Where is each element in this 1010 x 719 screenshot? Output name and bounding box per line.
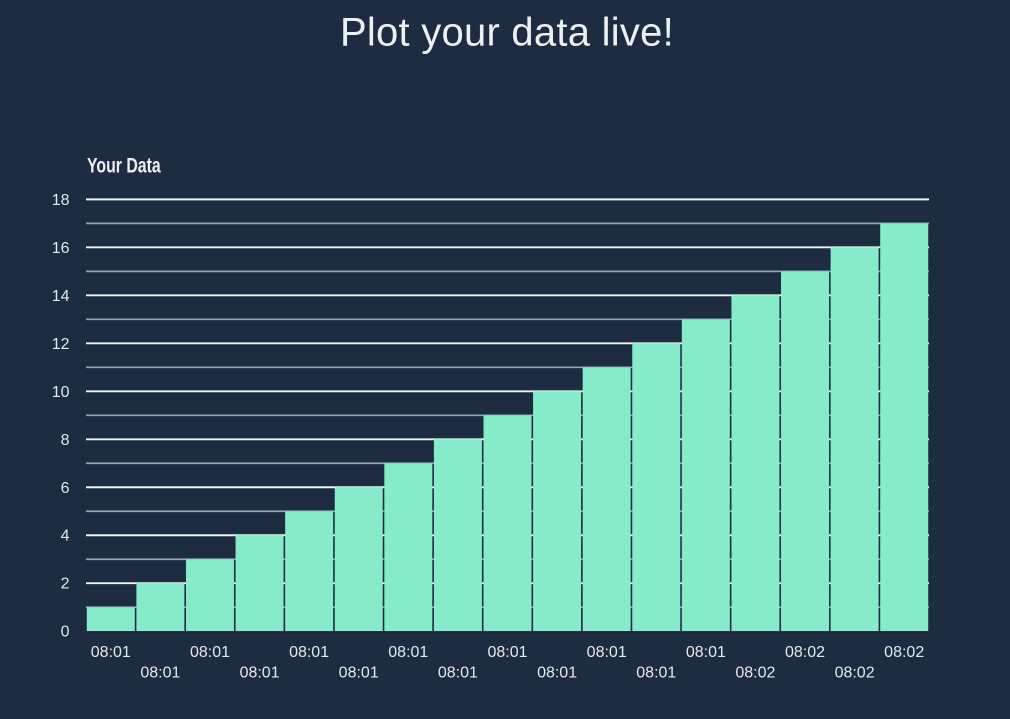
- svg-text:08:01: 08:01: [487, 644, 527, 661]
- svg-text:Plot your data live!: Plot your data live!: [340, 11, 674, 55]
- svg-text:12: 12: [52, 336, 70, 353]
- svg-text:0: 0: [61, 624, 70, 641]
- svg-text:08:01: 08:01: [91, 644, 131, 661]
- svg-text:08:02: 08:02: [735, 665, 775, 682]
- svg-text:08:01: 08:01: [240, 665, 280, 682]
- svg-text:08:01: 08:01: [537, 665, 577, 682]
- svg-text:10: 10: [52, 384, 70, 401]
- svg-text:08:01: 08:01: [140, 665, 180, 682]
- svg-text:14: 14: [52, 288, 70, 305]
- svg-text:4: 4: [61, 528, 70, 545]
- svg-text:08:01: 08:01: [636, 665, 676, 682]
- svg-text:08:01: 08:01: [388, 644, 428, 661]
- svg-text:18: 18: [52, 192, 70, 209]
- svg-text:08:02: 08:02: [884, 644, 924, 661]
- svg-text:08:01: 08:01: [190, 644, 230, 661]
- svg-text:16: 16: [52, 240, 70, 257]
- svg-text:08:01: 08:01: [339, 665, 379, 682]
- svg-text:8: 8: [61, 432, 70, 449]
- svg-text:Your Data: Your Data: [87, 153, 161, 177]
- svg-text:6: 6: [61, 480, 70, 497]
- svg-text:08:02: 08:02: [835, 665, 875, 682]
- svg-text:2: 2: [61, 576, 70, 593]
- svg-text:08:02: 08:02: [785, 644, 825, 661]
- svg-text:08:01: 08:01: [587, 644, 627, 661]
- svg-text:08:01: 08:01: [289, 644, 329, 661]
- svg-text:08:01: 08:01: [686, 644, 726, 661]
- svg-text:08:01: 08:01: [438, 665, 478, 682]
